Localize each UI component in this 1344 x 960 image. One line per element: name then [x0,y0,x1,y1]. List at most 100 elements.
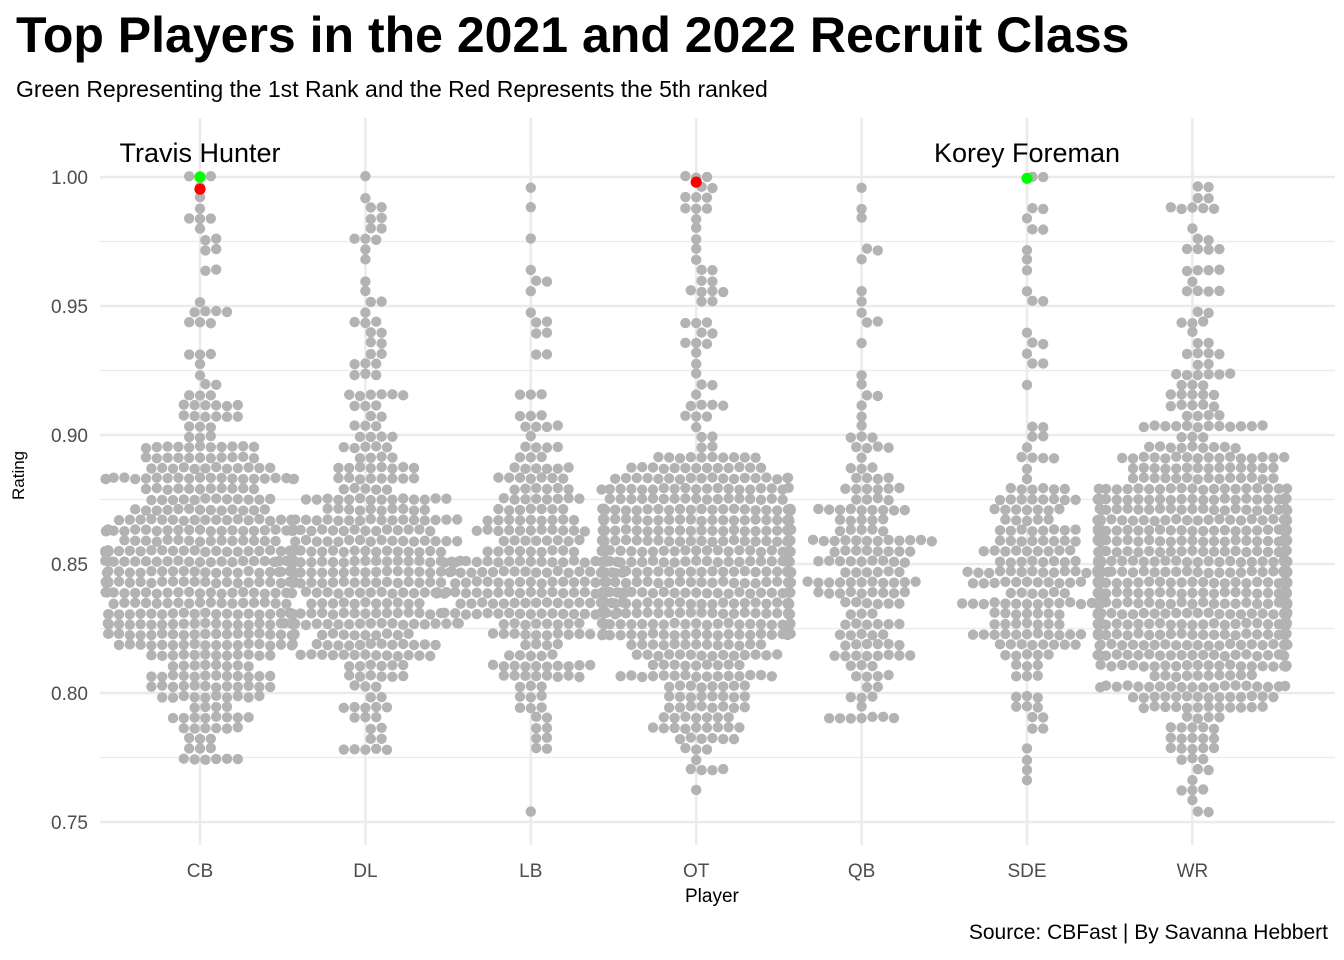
data-point [994,525,1006,536]
data-point [1122,630,1133,641]
data-point [232,609,243,620]
data-point [552,619,563,630]
data-point [344,587,355,598]
data-point [140,442,152,454]
data-point [1214,556,1225,568]
data-point [504,607,515,619]
data-point [184,598,195,609]
data-point [1027,535,1038,547]
data-point [536,410,547,421]
data-point [728,733,740,745]
data-point [647,628,659,639]
data-point [531,660,542,672]
data-point [745,555,756,567]
data-point [851,639,862,650]
data-point [1176,785,1187,796]
data-point [1027,588,1038,599]
data-point [989,545,1000,556]
data-point [178,565,189,577]
data-point [1225,670,1236,681]
data-point [354,505,366,516]
data-point [349,598,360,610]
data-point [1038,556,1049,568]
data-point [525,233,536,244]
data-point [178,680,189,692]
data-point [861,442,873,454]
data-point [460,577,472,588]
data-point [295,545,306,556]
data-point [783,597,794,608]
data-point [615,545,626,556]
data-point [365,223,376,234]
data-point [259,525,270,536]
data-point [1181,462,1193,473]
data-point [1021,442,1033,453]
data-point [1181,452,1193,463]
data-point [1257,462,1268,474]
data-point [471,525,482,537]
data-point [1021,701,1033,712]
data-point [151,598,162,609]
data-point [845,713,856,724]
data-point [1149,515,1160,527]
data-point [723,659,734,670]
data-point [1262,598,1274,609]
data-point [541,661,553,672]
data-point [1011,691,1022,703]
data-point [265,681,276,693]
data-point [254,618,265,629]
data-point [211,567,222,579]
data-point [669,722,680,734]
data-point [1070,566,1081,577]
data-point [829,535,840,547]
data-point [520,597,531,609]
x-tick-label: WR [1177,861,1209,882]
data-point [514,389,526,400]
data-point [1187,794,1198,806]
data-point [755,546,767,558]
data-point [691,214,702,225]
data-point [273,566,285,578]
data-point [712,640,723,651]
data-point [232,493,243,505]
data-point [1117,640,1128,651]
data-point [1187,545,1198,556]
data-point [520,483,531,494]
data-point [1203,514,1214,526]
data-point [1176,546,1187,557]
data-point [430,493,441,504]
data-point [1281,483,1293,494]
data-point [1198,202,1209,214]
data-point [669,546,680,557]
data-point [851,472,862,484]
data-point [124,609,135,620]
data-point [103,609,114,620]
data-point [541,327,553,338]
data-point [1176,733,1187,744]
data-point [151,472,162,483]
data-point [626,493,637,505]
data-point [232,712,243,723]
data-point [718,525,729,537]
data-point [238,473,249,485]
data-point [861,545,873,556]
data-point [1176,432,1187,443]
data-point [189,692,200,703]
data-point [856,608,867,619]
data-point [637,556,648,568]
data-point [151,505,162,516]
data-point [284,576,295,588]
data-point [1230,503,1241,514]
data-point [232,546,243,557]
data-point [1203,463,1214,474]
data-point [845,515,856,526]
data-point [829,650,840,661]
data-point [1219,441,1231,453]
data-point [1122,524,1133,536]
data-point [194,524,206,535]
data-point [669,493,680,504]
data-point [398,659,409,671]
data-point [563,629,574,640]
data-point [1144,576,1155,587]
data-point [525,546,536,557]
